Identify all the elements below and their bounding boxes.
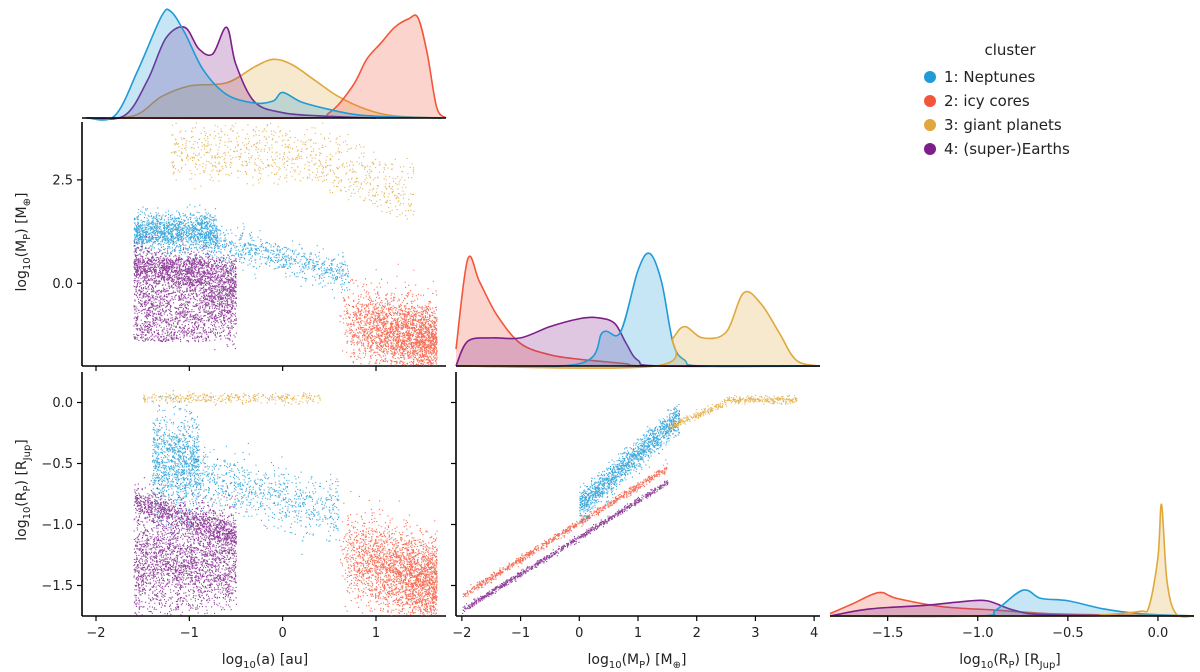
scatter-dots-giants	[667, 394, 798, 431]
legend-marker	[924, 95, 936, 107]
kde-line-giants	[86, 58, 442, 119]
scatter-points-giants	[667, 394, 798, 431]
legend-label: 3: giant planets	[944, 116, 1062, 134]
scatter-dots-neptunes	[579, 404, 681, 523]
scatter-dots-earths	[133, 235, 237, 351]
kde-fill-neptunes	[830, 589, 1194, 617]
ylabel-radius: log10(RP) [RJup]	[14, 439, 33, 541]
kde-panel-semimajor-axis	[82, 8, 447, 121]
scatter-points-neptunes	[579, 404, 681, 523]
scatter-dots-earths	[462, 480, 669, 614]
kde-fill-icycores	[456, 256, 820, 367]
scatter-points-icycores	[462, 463, 668, 598]
y-tick-label: −0.5	[41, 457, 73, 472]
legend: cluster 1: Neptunes 2: icy cores 3: giant …	[924, 41, 1070, 158]
legend-item: 3: giant planets	[924, 116, 1062, 134]
y-tick-label: −1.0	[41, 518, 73, 533]
scatter-dots-icycores	[339, 263, 438, 367]
legend-title: cluster	[984, 41, 1036, 59]
legend-marker	[924, 143, 936, 155]
scatter-panel-a-vs-mass: 0.0 2.5	[52, 122, 446, 371]
kde-line-earths	[455, 316, 821, 368]
scatter-panel-a-vs-radius: −2 −1 0 1 −1.5 −1.0 −0.5 0.0	[41, 372, 446, 641]
x-tick-label: 0.0	[1148, 626, 1169, 641]
kde-fill-earths	[86, 26, 377, 120]
x-tick-label: −2	[86, 626, 105, 641]
scatter-points-earths	[462, 480, 669, 614]
kde-fill-neptunes	[86, 9, 442, 120]
legend-item: 4: (super-)Earths	[924, 140, 1070, 158]
kde-panel-radius: −1.5 −1.0 −0.5 0.0	[829, 503, 1195, 641]
legend-marker	[924, 119, 936, 131]
x-tick-label: −0.5	[1052, 626, 1084, 641]
y-tick-label: −1.5	[41, 579, 73, 594]
xlabel-mass: log10(MP) [M⊕]	[588, 652, 687, 671]
scatter-panel-mass-vs-radius: −2 −1 0 1 2 3 4	[451, 372, 820, 641]
ylabel-mass: log10(MP) [M⊕]	[14, 193, 33, 292]
scatter-points-neptunes	[152, 390, 340, 556]
x-tick-label: −2	[452, 626, 471, 641]
scatter-points-giants	[170, 122, 415, 220]
kde-fill-giants	[830, 504, 1194, 617]
kde-line-earths	[829, 599, 1195, 617]
legend-label: 4: (super-)Earths	[944, 140, 1070, 158]
legend-label: 1: Neptunes	[944, 68, 1035, 86]
kde-fill-earths	[830, 600, 1194, 616]
x-tick-label: 1	[372, 626, 380, 641]
kde-fill-icycores	[830, 592, 1194, 616]
y-tick-label: 2.5	[52, 173, 73, 188]
kde-fill-icycores	[86, 15, 447, 119]
y-tick-label: 0.0	[52, 277, 73, 292]
x-tick-label: 4	[810, 626, 818, 641]
scatter-points-earths	[133, 458, 237, 616]
kde-fill-giants	[86, 59, 442, 119]
x-tick-label: −1.5	[872, 626, 904, 641]
x-tick-label: 3	[751, 626, 759, 641]
kde-fill-earths	[456, 317, 820, 367]
y-tick-label: 0.0	[52, 396, 73, 411]
scatter-dots-neptunes	[133, 204, 349, 299]
x-tick-label: 1	[634, 626, 642, 641]
kde-line-neptunes	[86, 8, 442, 121]
x-tick-label: 2	[693, 626, 701, 641]
scatter-dots-earths	[133, 458, 237, 616]
xlabel-a: log10(a) [au]	[222, 652, 308, 671]
scatter-dots-giants	[170, 122, 415, 220]
scatter-points-neptunes	[133, 204, 349, 299]
scatter-dots-icycores	[338, 491, 438, 617]
scatter-dots-giants	[143, 391, 321, 406]
scatter-points-giants	[143, 391, 321, 406]
scatter-dots-icycores	[462, 463, 668, 598]
legend-item: 1: Neptunes	[924, 68, 1035, 86]
legend-item: 2: icy cores	[924, 92, 1030, 110]
kde-line-neptunes	[455, 252, 821, 368]
x-tick-label: 0	[575, 626, 583, 641]
scatter-points-earths	[133, 235, 237, 351]
x-tick-label: −1	[180, 626, 199, 641]
legend-label: 2: icy cores	[944, 92, 1030, 110]
kde-fill-giants	[456, 291, 820, 369]
kde-panel-mass	[455, 252, 821, 369]
scatter-dots-neptunes	[152, 390, 340, 556]
scatter-points-icycores	[338, 491, 438, 617]
kde-fill-neptunes	[456, 253, 820, 367]
x-tick-label: −1.0	[962, 626, 994, 641]
legend-marker	[924, 71, 936, 83]
xlabel-radius: log10(RP) [RJup]	[959, 652, 1061, 671]
scatter-points-icycores	[339, 263, 438, 367]
x-tick-label: 0	[279, 626, 287, 641]
kde-line-earths	[86, 26, 377, 120]
x-tick-label: −1	[511, 626, 530, 641]
